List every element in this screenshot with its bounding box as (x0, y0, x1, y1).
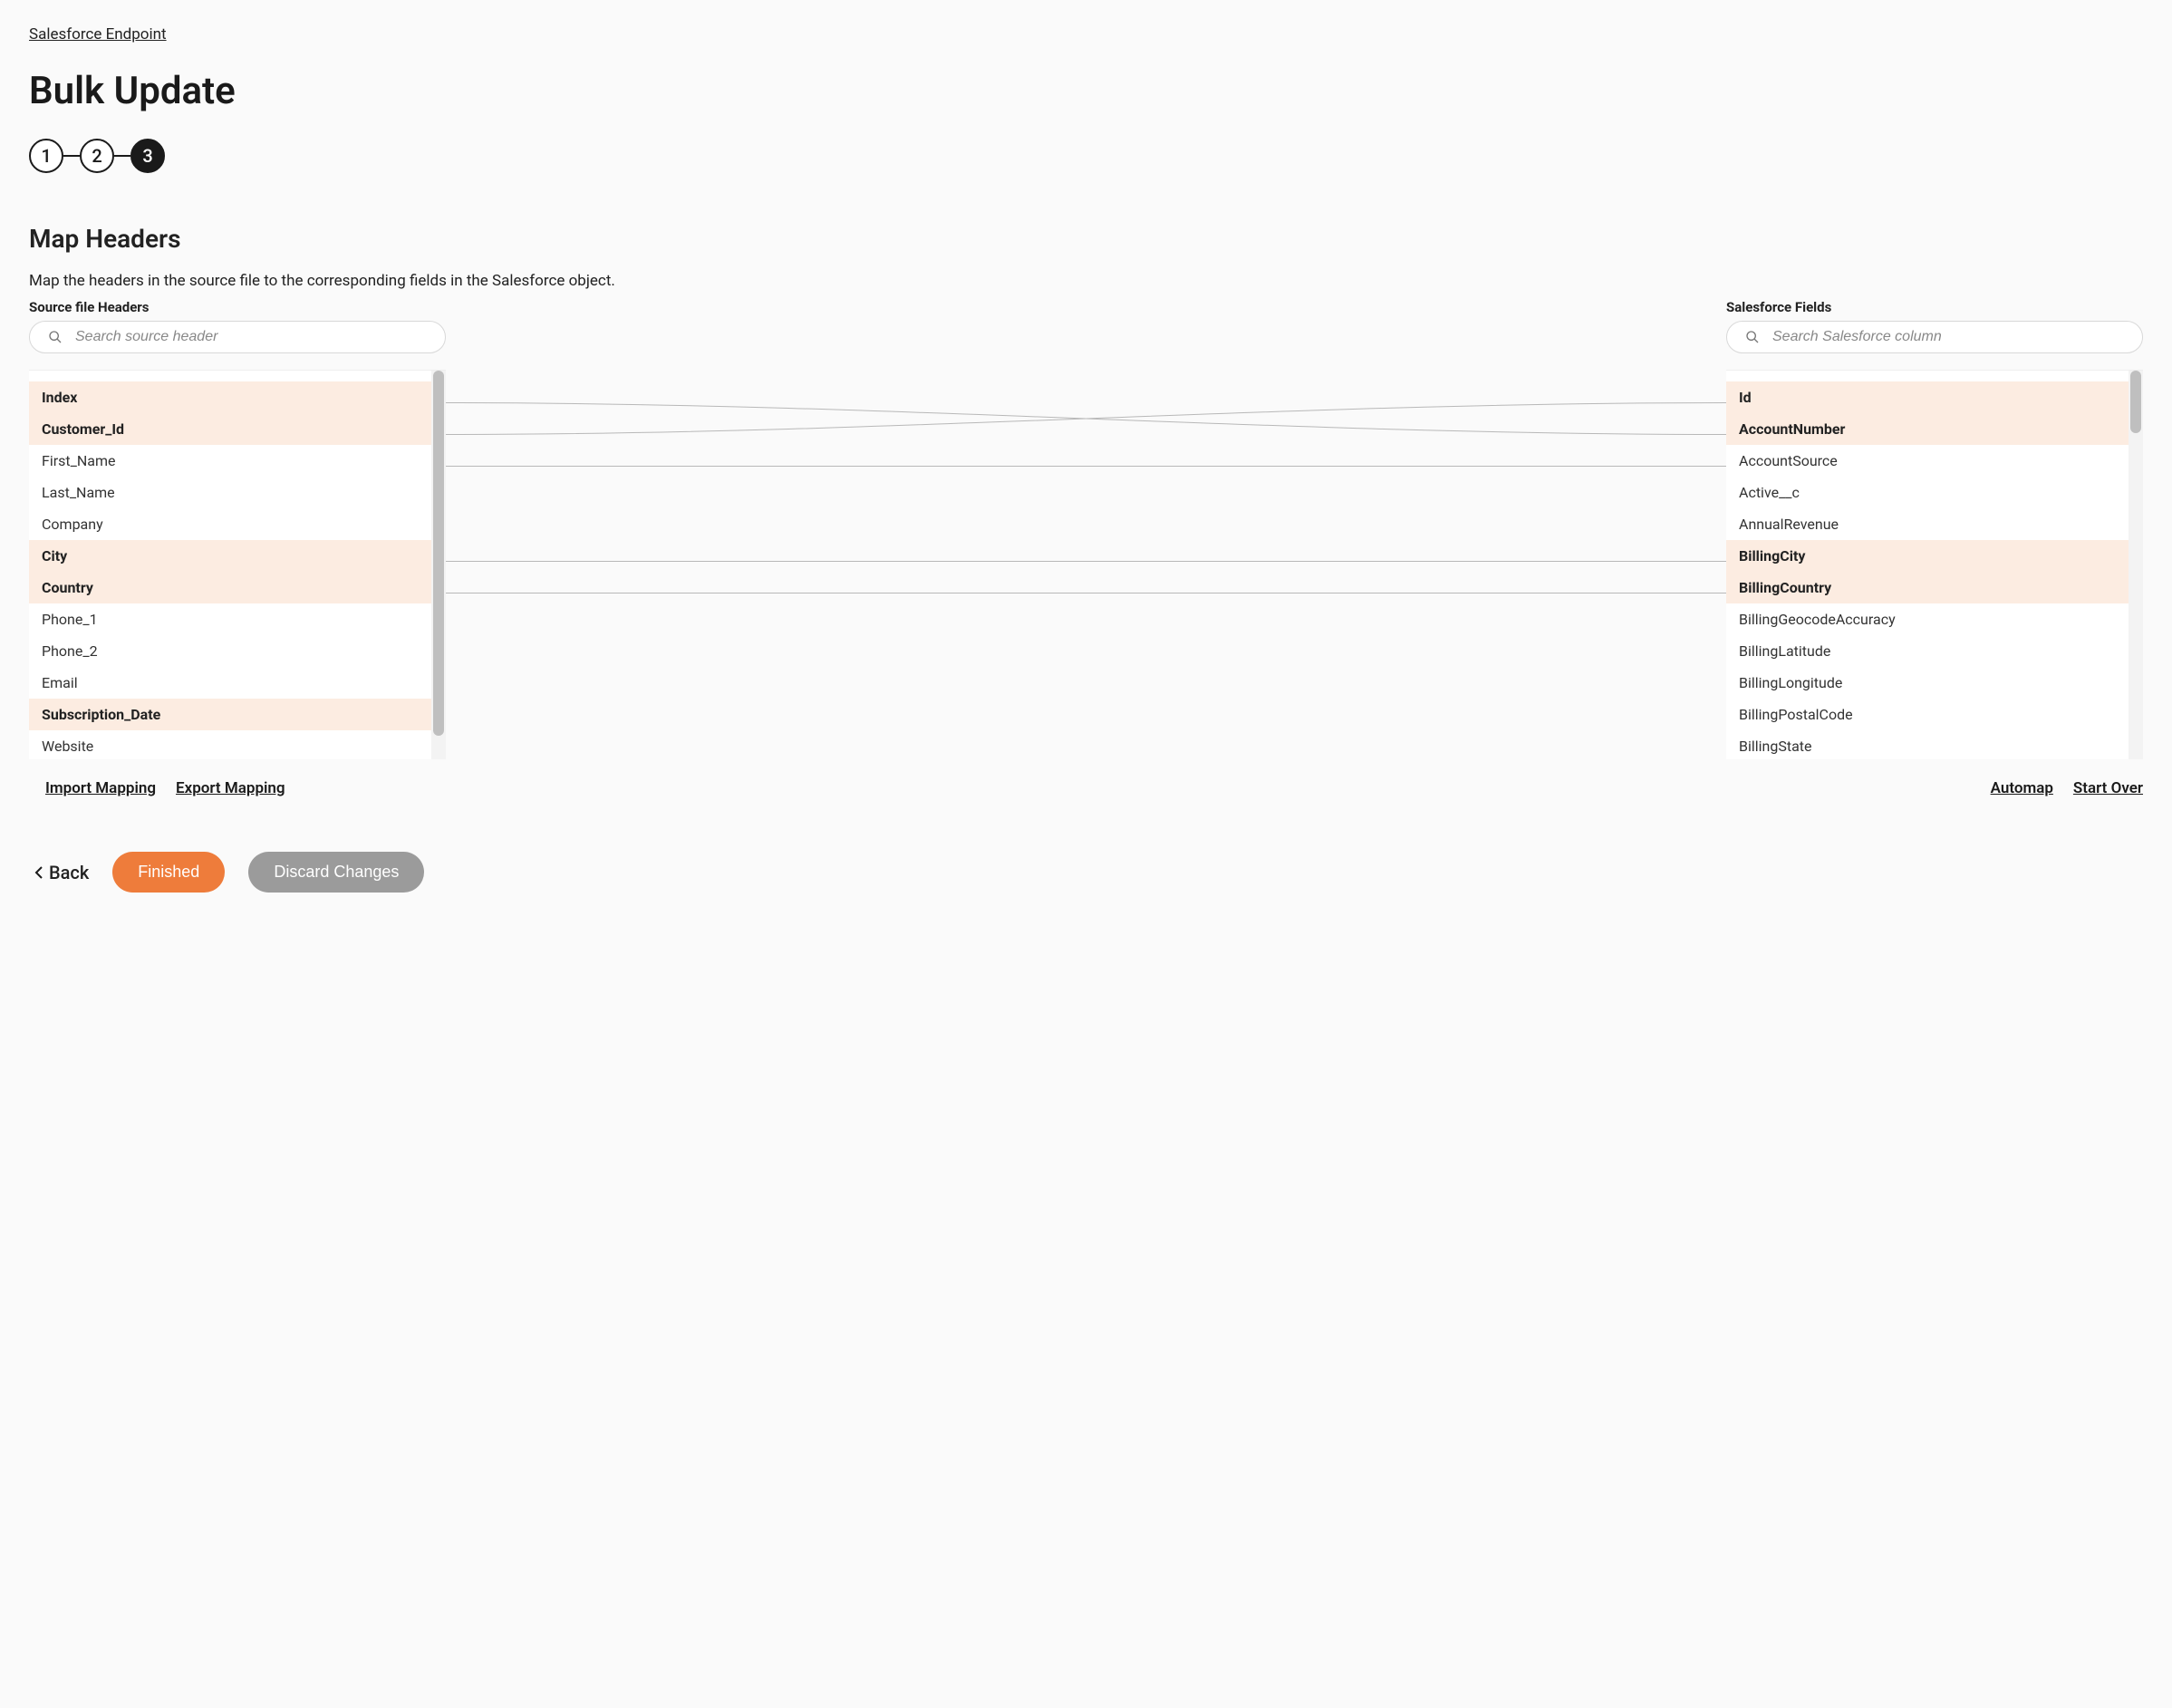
source-row[interactable]: Index (29, 381, 431, 413)
search-icon (1745, 330, 1760, 344)
source-row[interactable]: Company (29, 508, 431, 540)
target-search-input[interactable] (1772, 329, 2124, 345)
mapping-links: Import Mapping Export Mapping Automap St… (29, 779, 2143, 797)
source-row[interactable]: Website (29, 730, 431, 759)
automap-link[interactable]: Automap (1991, 779, 2053, 797)
target-row[interactable]: BillingCity (1726, 540, 2129, 572)
source-row[interactable]: Last_Name (29, 477, 431, 508)
target-row[interactable]: BillingPostalCode (1726, 699, 2129, 730)
source-row[interactable]: Subscription_Date (29, 699, 431, 730)
target-row[interactable]: Active__c (1726, 477, 2129, 508)
source-row[interactable]: Country (29, 572, 431, 603)
footer-actions: Back Finished Discard Changes (29, 852, 2143, 893)
source-scrollbar[interactable] (431, 371, 446, 759)
source-row[interactable]: Customer_Id (29, 413, 431, 445)
import-mapping-link[interactable]: Import Mapping (45, 779, 156, 797)
source-panel: Source file Headers IndexCustomer_IdFirs… (29, 299, 446, 759)
target-row[interactable]: BillingLatitude (1726, 635, 2129, 667)
step-3[interactable]: 3 (130, 139, 165, 173)
section-title: Map Headers (29, 224, 2143, 254)
source-search-input[interactable] (75, 329, 427, 345)
target-row[interactable]: BillingCountry (1726, 572, 2129, 603)
section-description: Map the headers in the source file to th… (29, 272, 2143, 290)
mapper-container: Source file Headers IndexCustomer_IdFirs… (29, 299, 2143, 759)
discard-button[interactable]: Discard Changes (248, 852, 424, 893)
source-scrollbar-thumb[interactable] (433, 371, 444, 736)
step-connector (63, 155, 80, 157)
page-title: Bulk Update (29, 69, 2143, 113)
target-row[interactable]: AnnualRevenue (1726, 508, 2129, 540)
export-mapping-link[interactable]: Export Mapping (176, 779, 285, 797)
target-panel: Salesforce Fields IdAccountNumberAccount… (1726, 299, 2143, 759)
stepper: 123 (29, 139, 2143, 173)
source-row[interactable]: Phone_2 (29, 635, 431, 667)
target-search[interactable] (1726, 321, 2143, 353)
search-icon (48, 330, 63, 344)
start-over-link[interactable]: Start Over (2073, 779, 2143, 797)
chevron-left-icon (34, 865, 43, 880)
target-scrollbar-thumb[interactable] (2130, 371, 2141, 433)
breadcrumb[interactable]: Salesforce Endpoint (29, 25, 167, 43)
source-row[interactable]: First_Name (29, 445, 431, 477)
step-connector (114, 155, 130, 157)
source-panel-label: Source file Headers (29, 299, 446, 315)
back-button[interactable]: Back (34, 862, 89, 883)
connection-line (446, 403, 1726, 435)
source-search[interactable] (29, 321, 446, 353)
connection-line (446, 403, 1726, 435)
step-2[interactable]: 2 (80, 139, 114, 173)
connection-lines (446, 299, 1726, 759)
finished-button[interactable]: Finished (112, 852, 225, 893)
step-1[interactable]: 1 (29, 139, 63, 173)
target-list: IdAccountNumberAccountSourceActive__cAnn… (1726, 370, 2143, 759)
source-row[interactable]: Email (29, 667, 431, 699)
source-list: IndexCustomer_IdFirst_NameLast_NameCompa… (29, 370, 446, 759)
target-row[interactable]: AccountNumber (1726, 413, 2129, 445)
source-row[interactable]: City (29, 540, 431, 572)
connections-gap (446, 299, 1726, 759)
target-row[interactable]: Id (1726, 381, 2129, 413)
source-row[interactable]: Phone_1 (29, 603, 431, 635)
target-panel-label: Salesforce Fields (1726, 299, 2143, 315)
target-row[interactable]: BillingLongitude (1726, 667, 2129, 699)
target-row[interactable]: BillingState (1726, 730, 2129, 759)
target-row[interactable]: AccountSource (1726, 445, 2129, 477)
target-scrollbar[interactable] (2129, 371, 2143, 759)
back-label: Back (49, 862, 89, 883)
target-row[interactable]: BillingGeocodeAccuracy (1726, 603, 2129, 635)
